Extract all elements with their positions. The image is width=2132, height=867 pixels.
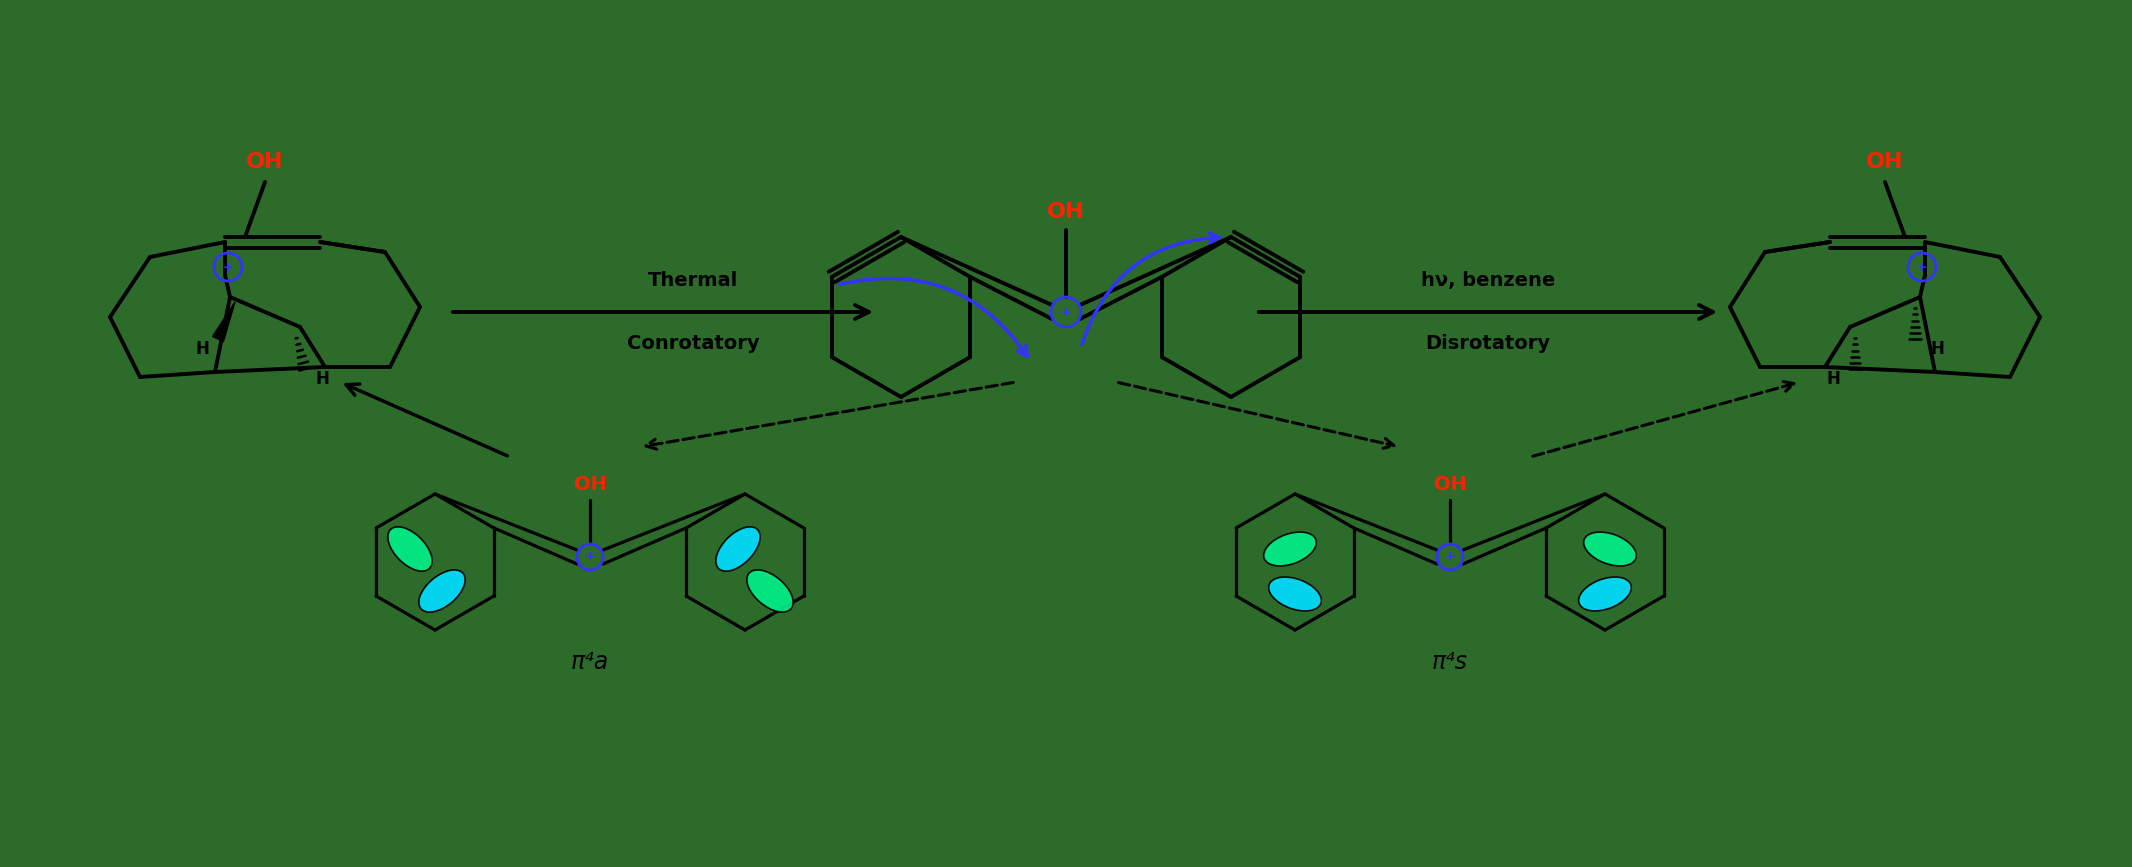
Ellipse shape bbox=[1578, 577, 1631, 611]
Text: OH: OH bbox=[1866, 152, 1904, 172]
Text: +: + bbox=[1445, 551, 1456, 564]
Text: π⁴a: π⁴a bbox=[571, 650, 610, 674]
Text: Thermal: Thermal bbox=[648, 271, 738, 290]
Ellipse shape bbox=[1264, 532, 1315, 566]
Text: OH: OH bbox=[1047, 202, 1085, 222]
Text: +: + bbox=[1062, 305, 1070, 318]
Polygon shape bbox=[213, 302, 235, 342]
Text: Conrotatory: Conrotatory bbox=[627, 334, 759, 353]
Text: OH: OH bbox=[1433, 475, 1467, 494]
Ellipse shape bbox=[1584, 532, 1637, 566]
Text: H: H bbox=[316, 370, 328, 388]
Ellipse shape bbox=[746, 570, 793, 612]
Text: Disrotatory: Disrotatory bbox=[1426, 334, 1550, 353]
Ellipse shape bbox=[716, 527, 761, 571]
Ellipse shape bbox=[418, 570, 465, 612]
Text: H: H bbox=[1827, 370, 1840, 388]
Text: H: H bbox=[194, 340, 209, 358]
Text: +: + bbox=[584, 551, 595, 564]
Ellipse shape bbox=[388, 527, 433, 571]
Text: π⁴s: π⁴s bbox=[1433, 650, 1469, 674]
Text: OH: OH bbox=[574, 475, 605, 494]
Text: H: H bbox=[1929, 340, 1944, 358]
Ellipse shape bbox=[1269, 577, 1322, 611]
Text: OH: OH bbox=[247, 152, 284, 172]
Text: +: + bbox=[222, 260, 232, 273]
Text: +: + bbox=[1917, 260, 1927, 273]
Text: hν, benzene: hν, benzene bbox=[1420, 271, 1554, 290]
